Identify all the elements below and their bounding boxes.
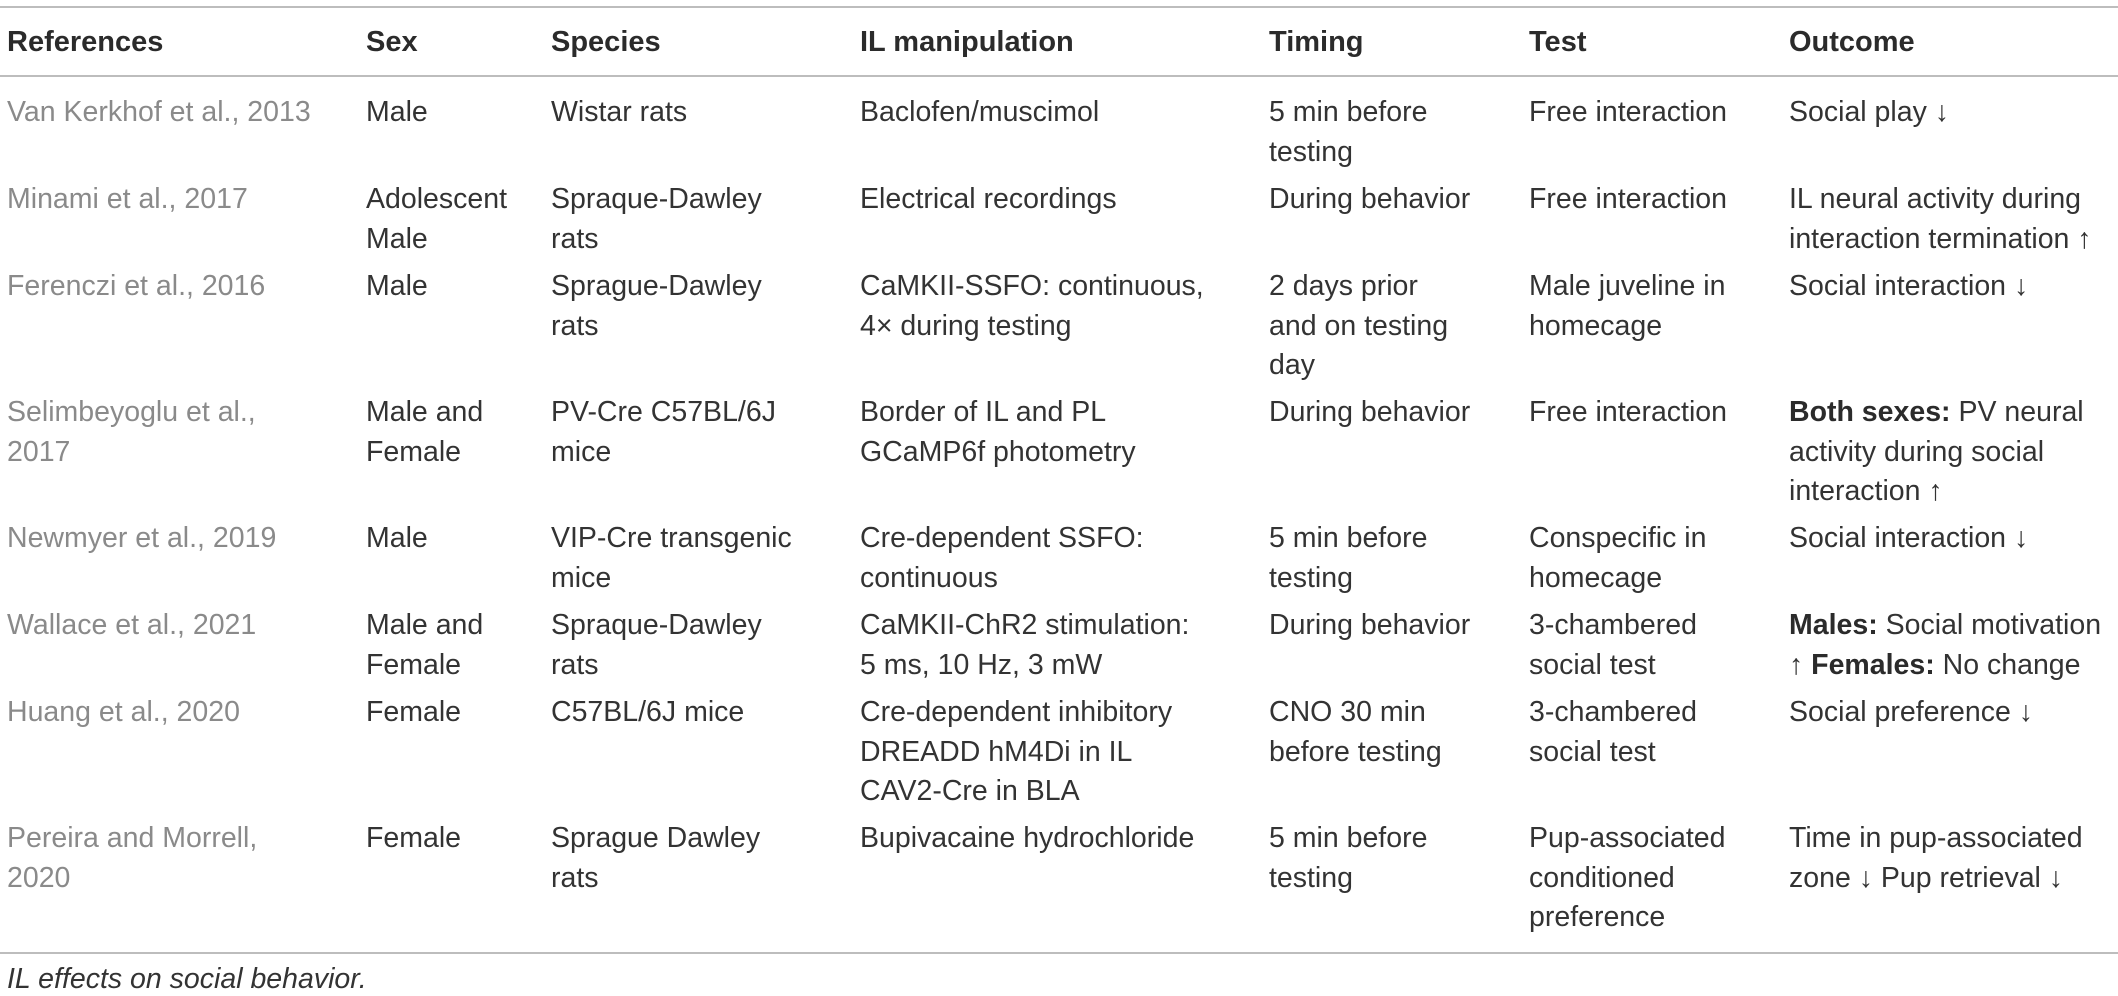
cell-manipulation: Cre-dependent inhibitory DREADD hM4Di in… <box>860 696 1173 807</box>
cell-species: Sprague-Dawley rats <box>551 270 762 342</box>
header-il-manipulation: IL manipulation <box>860 26 1074 58</box>
cell-species: PV-Cre C57BL/6J mice <box>551 396 776 468</box>
cell-sex: Female <box>366 696 462 728</box>
cell-sex: Male <box>366 270 428 302</box>
table-caption: IL effects on social behavior. <box>7 963 367 995</box>
cell-outcome: Social interaction ↓ <box>1789 270 2029 302</box>
cell-reference: Wallace et al., 2021 <box>7 609 257 641</box>
cell-sex: Male and Female <box>366 609 484 681</box>
cell-outcome: Both sexes: PV neural activity during so… <box>1789 393 2114 512</box>
cell-species: VIP-Cre transgenic mice <box>551 522 792 594</box>
cell-test: Pup-associated conditioned preference <box>1529 822 1726 933</box>
table-header-rule <box>0 75 2118 77</box>
cell-manipulation: Baclofen/muscimol <box>860 96 1100 128</box>
cell-reference: Ferenczi et al., 2016 <box>7 270 266 302</box>
cell-test: Conspecific in homecage <box>1529 522 1707 594</box>
outcome-bold-label: Males: <box>1789 609 1878 641</box>
cell-sex: Adolescent Male <box>366 183 508 255</box>
cell-timing: 2 days prior and on testing day <box>1269 270 1449 381</box>
cell-outcome: Time in pup-associated zone ↓ Pup retrie… <box>1789 822 2083 894</box>
cell-timing: During behavior <box>1269 183 1471 215</box>
cell-reference: Minami et al., 2017 <box>7 183 248 215</box>
header-test: Test <box>1529 26 1587 58</box>
cell-timing: 5 min before testing <box>1269 822 1428 894</box>
header-outcome: Outcome <box>1789 26 1915 58</box>
outcome-text: PV neural activity during social interac… <box>1789 396 2084 507</box>
cell-species: Spraque-Dawley rats <box>551 183 762 255</box>
cell-test: 3-chambered social test <box>1529 609 1697 681</box>
cell-outcome: Social play ↓ <box>1789 96 1949 128</box>
outcome-text: No change <box>1934 648 2081 681</box>
cell-manipulation: CaMKII-SSFO: continuous, 4× during testi… <box>860 270 1204 342</box>
cell-sex: Male <box>366 96 428 128</box>
cell-species: Spraque-Dawley rats <box>551 609 762 681</box>
table-top-rule <box>0 6 2118 8</box>
outcome-text: Social motivation ↑ <box>1789 609 2102 681</box>
cell-species: Wistar rats <box>551 96 688 128</box>
cell-sex: Male <box>366 522 428 554</box>
cell-outcome: IL neural activity during interaction te… <box>1789 183 2092 255</box>
cell-manipulation: CaMKII-ChR2 stimulation: 5 ms, 10 Hz, 3 … <box>860 609 1190 681</box>
header-sex: Sex <box>366 26 418 58</box>
cell-sex: Female <box>366 822 462 854</box>
cell-species: C57BL/6J mice <box>551 696 745 728</box>
cell-outcome: Males: Social motivation ↑ Females: No c… <box>1789 606 2114 685</box>
outcome-bold-label: Females: <box>1811 648 1935 681</box>
cell-manipulation: Electrical recordings <box>860 183 1117 215</box>
cell-reference: Van Kerkhof et al., 2013 <box>7 96 311 128</box>
cell-species: Sprague Dawley rats <box>551 822 761 894</box>
cell-test: Male juveline in homecage <box>1529 270 1726 342</box>
header-species: Species <box>551 26 661 58</box>
cell-reference: Huang et al., 2020 <box>7 696 240 728</box>
cell-outcome: Social preference ↓ <box>1789 696 2033 728</box>
cell-test: Free interaction <box>1529 183 1728 215</box>
table-bottom-rule <box>0 952 2118 954</box>
cell-outcome: Social interaction ↓ <box>1789 522 2029 554</box>
cell-test: Free interaction <box>1529 396 1728 428</box>
cell-timing: CNO 30 min before testing <box>1269 696 1442 768</box>
cell-test: Free interaction <box>1529 96 1728 128</box>
cell-timing: 5 min before testing <box>1269 522 1428 594</box>
cell-sex: Male and Female <box>366 396 484 468</box>
header-references: References <box>7 26 164 58</box>
cell-manipulation: Border of IL and PL GCaMP6f photometry <box>860 396 1136 468</box>
cell-timing: During behavior <box>1269 609 1471 641</box>
cell-test: 3-chambered social test <box>1529 696 1697 768</box>
cell-reference: Selimbeyoglu et al., 2017 <box>7 396 256 468</box>
cell-manipulation: Bupivacaine hydrochloride <box>860 822 1195 854</box>
header-timing: Timing <box>1269 26 1364 58</box>
cell-timing: 5 min before testing <box>1269 96 1428 168</box>
cell-timing: During behavior <box>1269 396 1471 428</box>
cell-reference: Newmyer et al., 2019 <box>7 522 277 554</box>
cell-manipulation: Cre-dependent SSFO: continuous <box>860 522 1144 594</box>
cell-reference: Pereira and Morrell, 2020 <box>7 822 258 894</box>
outcome-bold-label: Both sexes: <box>1789 396 1951 428</box>
